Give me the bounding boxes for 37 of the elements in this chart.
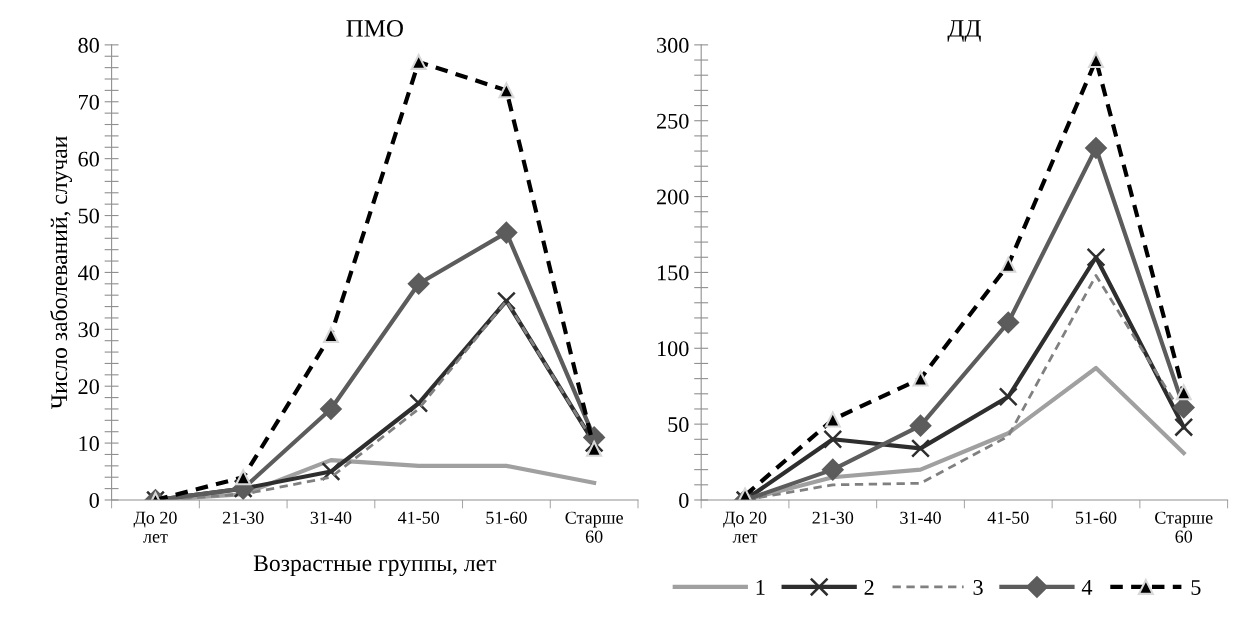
- x-tick-label: Старше 60: [1155, 511, 1213, 543]
- x-tick-label: 31-40: [900, 511, 941, 524]
- y-tick-label: 150: [658, 265, 689, 281]
- y-tick-label: 50: [668, 417, 689, 433]
- y-tick-label: 300: [657, 37, 689, 53]
- x-tick-label: 51-60: [1075, 511, 1117, 524]
- legend-label: 3: [973, 579, 983, 595]
- y-axis-title: Число заболеваний, случаи: [50, 136, 73, 409]
- x-tick-label: До 20 лет: [723, 511, 767, 543]
- x-tick-label: 51-60: [486, 511, 527, 524]
- legend-label: 2: [864, 579, 874, 595]
- y-tick-label: 80: [78, 37, 99, 53]
- y-tick-label: 20: [78, 379, 99, 395]
- y-tick-label: 60: [78, 151, 99, 167]
- y-tick-label: 50: [78, 208, 99, 224]
- legend-label: 1: [756, 580, 765, 595]
- legend-label: 4: [1081, 580, 1093, 595]
- x-tick-label: 21-30: [812, 511, 854, 524]
- y-tick-label: 0: [89, 492, 99, 508]
- y-tick-label: 10: [79, 436, 99, 452]
- y-tick-label: 200: [657, 189, 689, 205]
- y-tick-label: 30: [78, 322, 99, 338]
- x-tick-label: 21-30: [222, 511, 264, 524]
- y-tick-label: 250: [657, 113, 689, 129]
- legend-label: 5: [1191, 580, 1201, 595]
- y-tick-label: 40: [78, 265, 99, 281]
- y-tick-label: 0: [679, 492, 689, 508]
- chart-title: ДД: [947, 20, 981, 42]
- y-tick-label: 100: [658, 341, 689, 357]
- chart-title: ПМО: [346, 19, 403, 37]
- x-tick-label: До 20 лет: [133, 511, 177, 543]
- x-tick-label: Старше 60: [565, 511, 623, 543]
- x-axis-title: Возрастные группы, лет: [253, 555, 497, 577]
- y-tick-label: 70: [79, 94, 99, 110]
- x-tick-label: 31-40: [310, 511, 352, 524]
- x-tick-label: 41-50: [397, 511, 440, 524]
- x-tick-label: 41-50: [987, 511, 1029, 524]
